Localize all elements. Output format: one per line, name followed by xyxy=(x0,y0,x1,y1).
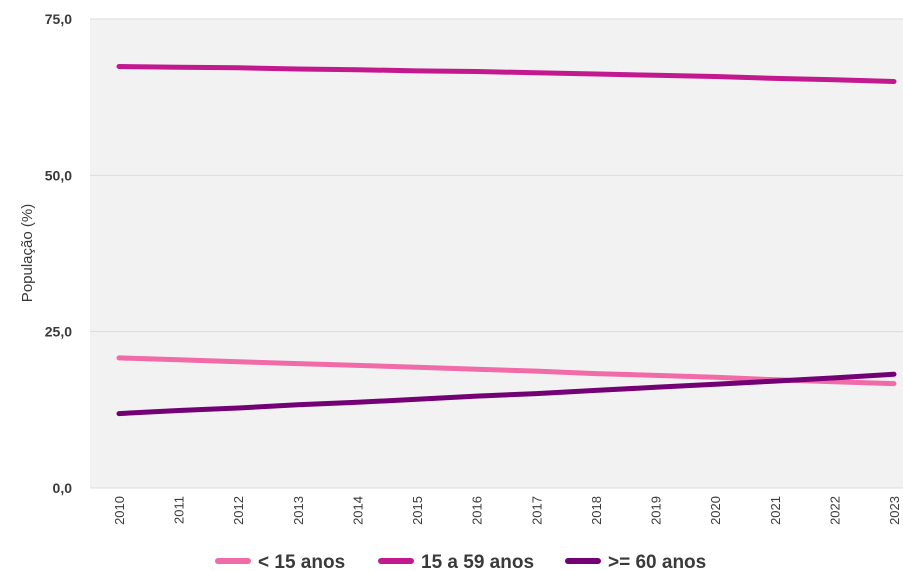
x-tick-label: 2021 xyxy=(768,496,783,525)
y-tick-label: 75,0 xyxy=(45,11,72,27)
series-line-2 xyxy=(116,64,897,84)
x-tick-label: 2010 xyxy=(112,496,127,525)
y-axis-label: População (%) xyxy=(19,204,36,302)
legend-label: >= 60 anos xyxy=(608,552,706,571)
y-axis-ticks: 0,0 25,0 50,0 75,0 xyxy=(45,11,72,496)
x-tick-label: 2023 xyxy=(887,496,902,525)
x-tick-label: 2019 xyxy=(649,496,664,525)
legend-label: 15 a 59 anos xyxy=(421,552,534,571)
gridlines xyxy=(90,18,903,489)
x-tick-label: 2015 xyxy=(410,496,425,525)
series-lines xyxy=(116,64,897,417)
x-tick-label: 2017 xyxy=(529,496,544,525)
x-tick-label: 2016 xyxy=(470,496,485,525)
legend: < 15 anos 15 a 59 anos >= 60 anos xyxy=(215,552,706,571)
x-axis-ticks: 2010 2011 2012 2013 2014 2015 2016 2017 2018 2019… xyxy=(112,496,902,525)
x-tick-label: 2022 xyxy=(827,496,842,525)
x-tick-label: 2011 xyxy=(172,496,187,524)
y-tick-label: 25,0 xyxy=(45,324,72,340)
x-tick-label: 2020 xyxy=(708,496,723,525)
plot-area xyxy=(90,19,903,488)
series-line-3 xyxy=(116,371,897,417)
legend-label: < 15 anos xyxy=(258,552,345,571)
x-tick-label: 2018 xyxy=(589,496,604,525)
y-tick-label: 0,0 xyxy=(53,480,73,496)
x-tick-label: 2012 xyxy=(231,496,246,525)
x-tick-label: 2013 xyxy=(291,496,306,525)
x-tick-label: 2014 xyxy=(350,496,365,525)
y-tick-label: 50,0 xyxy=(45,167,72,183)
